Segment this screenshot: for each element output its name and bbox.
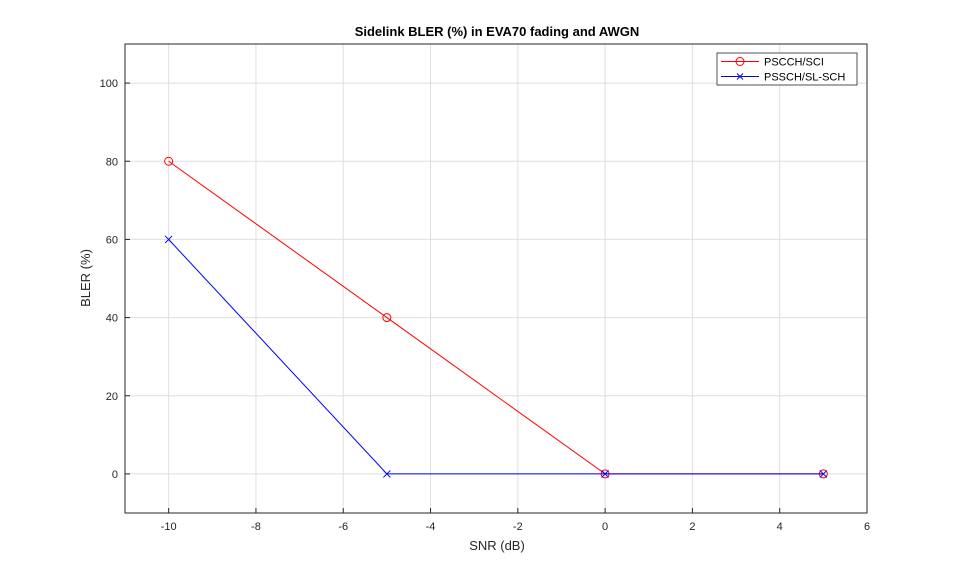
legend-label-pscch: PSCCH/SCI — [764, 57, 824, 69]
data-point-x — [601, 470, 609, 478]
x-tick-label: 6 — [864, 521, 870, 533]
data-series — [164, 156, 828, 479]
data-point-x — [383, 470, 391, 478]
chart-title: Sidelink BLER (%) in EVA70 fading and AW… — [355, 24, 640, 39]
legend-box — [716, 52, 858, 86]
y-tick-label: 0 — [112, 469, 118, 481]
x-tick-label: -8 — [251, 521, 261, 533]
y-tick-label: 20 — [106, 391, 118, 403]
legend-marker-x-icon — [736, 73, 744, 80]
data-point-x — [164, 235, 173, 244]
x-tick-label: -6 — [338, 521, 348, 533]
x-axis-title: SNR (dB) — [469, 538, 525, 553]
y-tick-label: 80 — [106, 156, 118, 168]
data-point-circle — [164, 156, 174, 166]
x-tick-label: 4 — [777, 521, 783, 533]
data-point-x — [819, 470, 828, 478]
legend[interactable]: PSCCH/SCI PSSCH/SL-SCH — [716, 52, 858, 86]
x-tick-label: 2 — [689, 521, 695, 533]
series-1 — [164, 235, 828, 478]
x-tick-label: -4 — [426, 521, 436, 533]
series-line — [168, 239, 824, 475]
plot-area-frame — [124, 43, 868, 514]
x-tick-label: 0 — [602, 521, 608, 533]
y-tick-label: 100 — [100, 78, 118, 90]
y-tick-label: 60 — [106, 234, 118, 246]
grid — [125, 44, 868, 513]
data-point-circle — [382, 313, 392, 323]
legend-marker-circle-icon — [735, 57, 745, 66]
x-tick-label: -10 — [161, 521, 177, 533]
y-axis-title: BLER (%) — [78, 249, 93, 307]
legend-label-pssch: PSSCH/SL-SCH — [764, 72, 845, 84]
x-tick-label: -2 — [513, 521, 523, 533]
y-tick-label: 40 — [106, 313, 118, 325]
